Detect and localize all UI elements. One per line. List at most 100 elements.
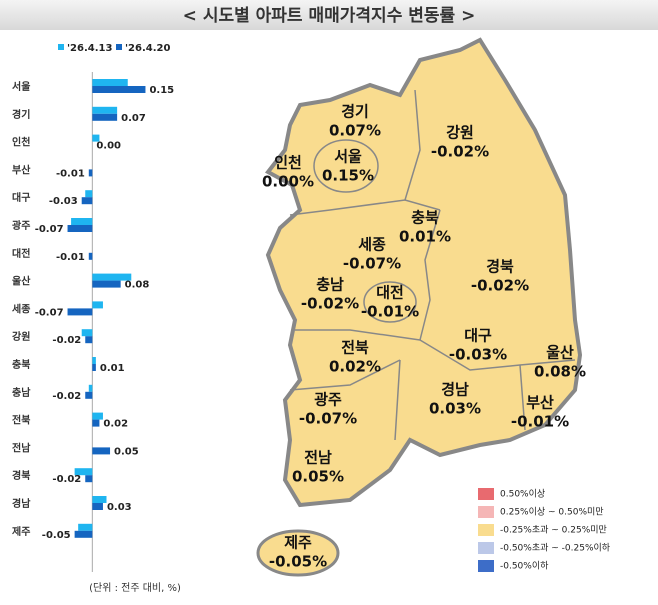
border <box>519 364 526 431</box>
region-change: -0.02% <box>431 143 489 161</box>
border <box>289 359 401 391</box>
category-label: 제주 <box>12 525 30 538</box>
bar <box>88 252 93 260</box>
region-name: 부산 <box>526 394 554 412</box>
border <box>295 329 421 341</box>
legend-range: -0.50%이하 <box>500 561 549 572</box>
region-name: 전남 <box>304 449 332 467</box>
bar <box>92 86 146 93</box>
bar <box>92 364 96 371</box>
category-label: 울산 <box>12 275 31 288</box>
bar <box>85 336 93 344</box>
region-change: 0.00% <box>262 173 314 191</box>
category-label: 전남 <box>12 441 31 454</box>
bar <box>92 447 111 455</box>
region-change: -0.05% <box>269 553 327 571</box>
unit-note: (단위 : 전주 대비, %) <box>89 581 181 594</box>
legend-color <box>478 488 494 500</box>
region-name: 충북 <box>411 209 439 227</box>
value-label: 0.03 <box>107 502 132 513</box>
bar <box>74 530 93 538</box>
bar <box>92 412 103 420</box>
category-label: 대전 <box>12 247 30 260</box>
value-label: -0.01 <box>56 252 85 263</box>
value-label: -0.02 <box>52 391 81 402</box>
region-change: 0.02% <box>329 358 381 376</box>
region-name: 세종 <box>358 236 386 254</box>
legend-color <box>478 560 494 572</box>
region-change: -0.01% <box>511 413 569 431</box>
bar <box>85 190 93 198</box>
bar <box>81 197 93 205</box>
bar <box>92 301 103 309</box>
bar <box>88 169 93 177</box>
bar <box>92 419 100 427</box>
chart-title: < 시도별 아파트 매매가격지수 변동률 > <box>183 6 476 26</box>
category-label: 전북 <box>12 414 30 427</box>
category-label: 경기 <box>12 108 30 121</box>
border <box>404 89 421 201</box>
bar <box>85 475 93 483</box>
region-change: 0.15% <box>322 167 374 185</box>
category-label: 세종 <box>12 302 30 315</box>
category-label: 충북 <box>12 358 30 371</box>
bar <box>71 218 93 225</box>
legend-range: -0.25%초과 ~ 0.25%미만 <box>500 525 607 536</box>
value-label: 0.05 <box>114 446 139 457</box>
legend-range: -0.50%초과 ~ -0.25%이하 <box>500 543 611 554</box>
region-change: 0.08% <box>534 363 586 381</box>
legend-color <box>478 542 494 554</box>
region-name: 대전 <box>376 284 404 302</box>
category-label: 인천 <box>12 136 30 149</box>
legend-range: 0.25%이상 ~ 0.50%미만 <box>500 507 604 518</box>
bar <box>67 225 93 232</box>
mainland <box>264 37 583 508</box>
region-name: 경기 <box>341 103 369 121</box>
region-name: 광주 <box>314 391 342 409</box>
bar <box>88 384 93 392</box>
region-name: 강원 <box>446 124 474 142</box>
region-change: -0.02% <box>301 295 359 313</box>
category-label: 부산 <box>12 163 31 176</box>
value-label: 0.01 <box>100 363 125 374</box>
region-change: -0.07% <box>299 410 357 428</box>
legend-color <box>478 506 494 518</box>
region-name: 제주 <box>284 534 312 552</box>
region-name: 서울 <box>334 148 362 166</box>
border <box>419 339 576 371</box>
border <box>289 199 441 216</box>
region-name: 경남 <box>441 381 469 399</box>
category-label: 대구 <box>12 191 30 204</box>
category-label: 강원 <box>12 330 30 343</box>
jeju <box>256 529 340 577</box>
region-name: 전북 <box>341 339 369 357</box>
region-name: 울산 <box>546 344 574 362</box>
legend-swatch <box>58 44 64 50</box>
value-label: 0.02 <box>103 419 128 430</box>
category-label: 충남 <box>12 386 31 399</box>
region-name: 인천 <box>274 154 302 172</box>
region-change: 0.01% <box>399 228 451 246</box>
bar <box>92 496 107 503</box>
legend-color <box>478 524 494 536</box>
region-change: -0.03% <box>449 346 507 364</box>
bar <box>92 357 96 364</box>
region-change: -0.02% <box>471 277 529 295</box>
category-label: 경남 <box>12 497 31 510</box>
bar <box>92 113 118 121</box>
title-bar <box>0 0 658 30</box>
value-label: 0.07 <box>121 113 146 124</box>
value-label: 0.15 <box>149 85 174 96</box>
border <box>419 209 441 341</box>
border <box>394 359 401 441</box>
bar <box>92 134 100 142</box>
value-label: -0.05 <box>42 530 71 541</box>
border <box>363 281 417 323</box>
bar <box>85 391 93 399</box>
value-label: -0.02 <box>52 474 81 485</box>
bar <box>92 79 128 86</box>
bar <box>92 106 118 114</box>
bar <box>92 503 103 510</box>
bar <box>67 308 93 316</box>
